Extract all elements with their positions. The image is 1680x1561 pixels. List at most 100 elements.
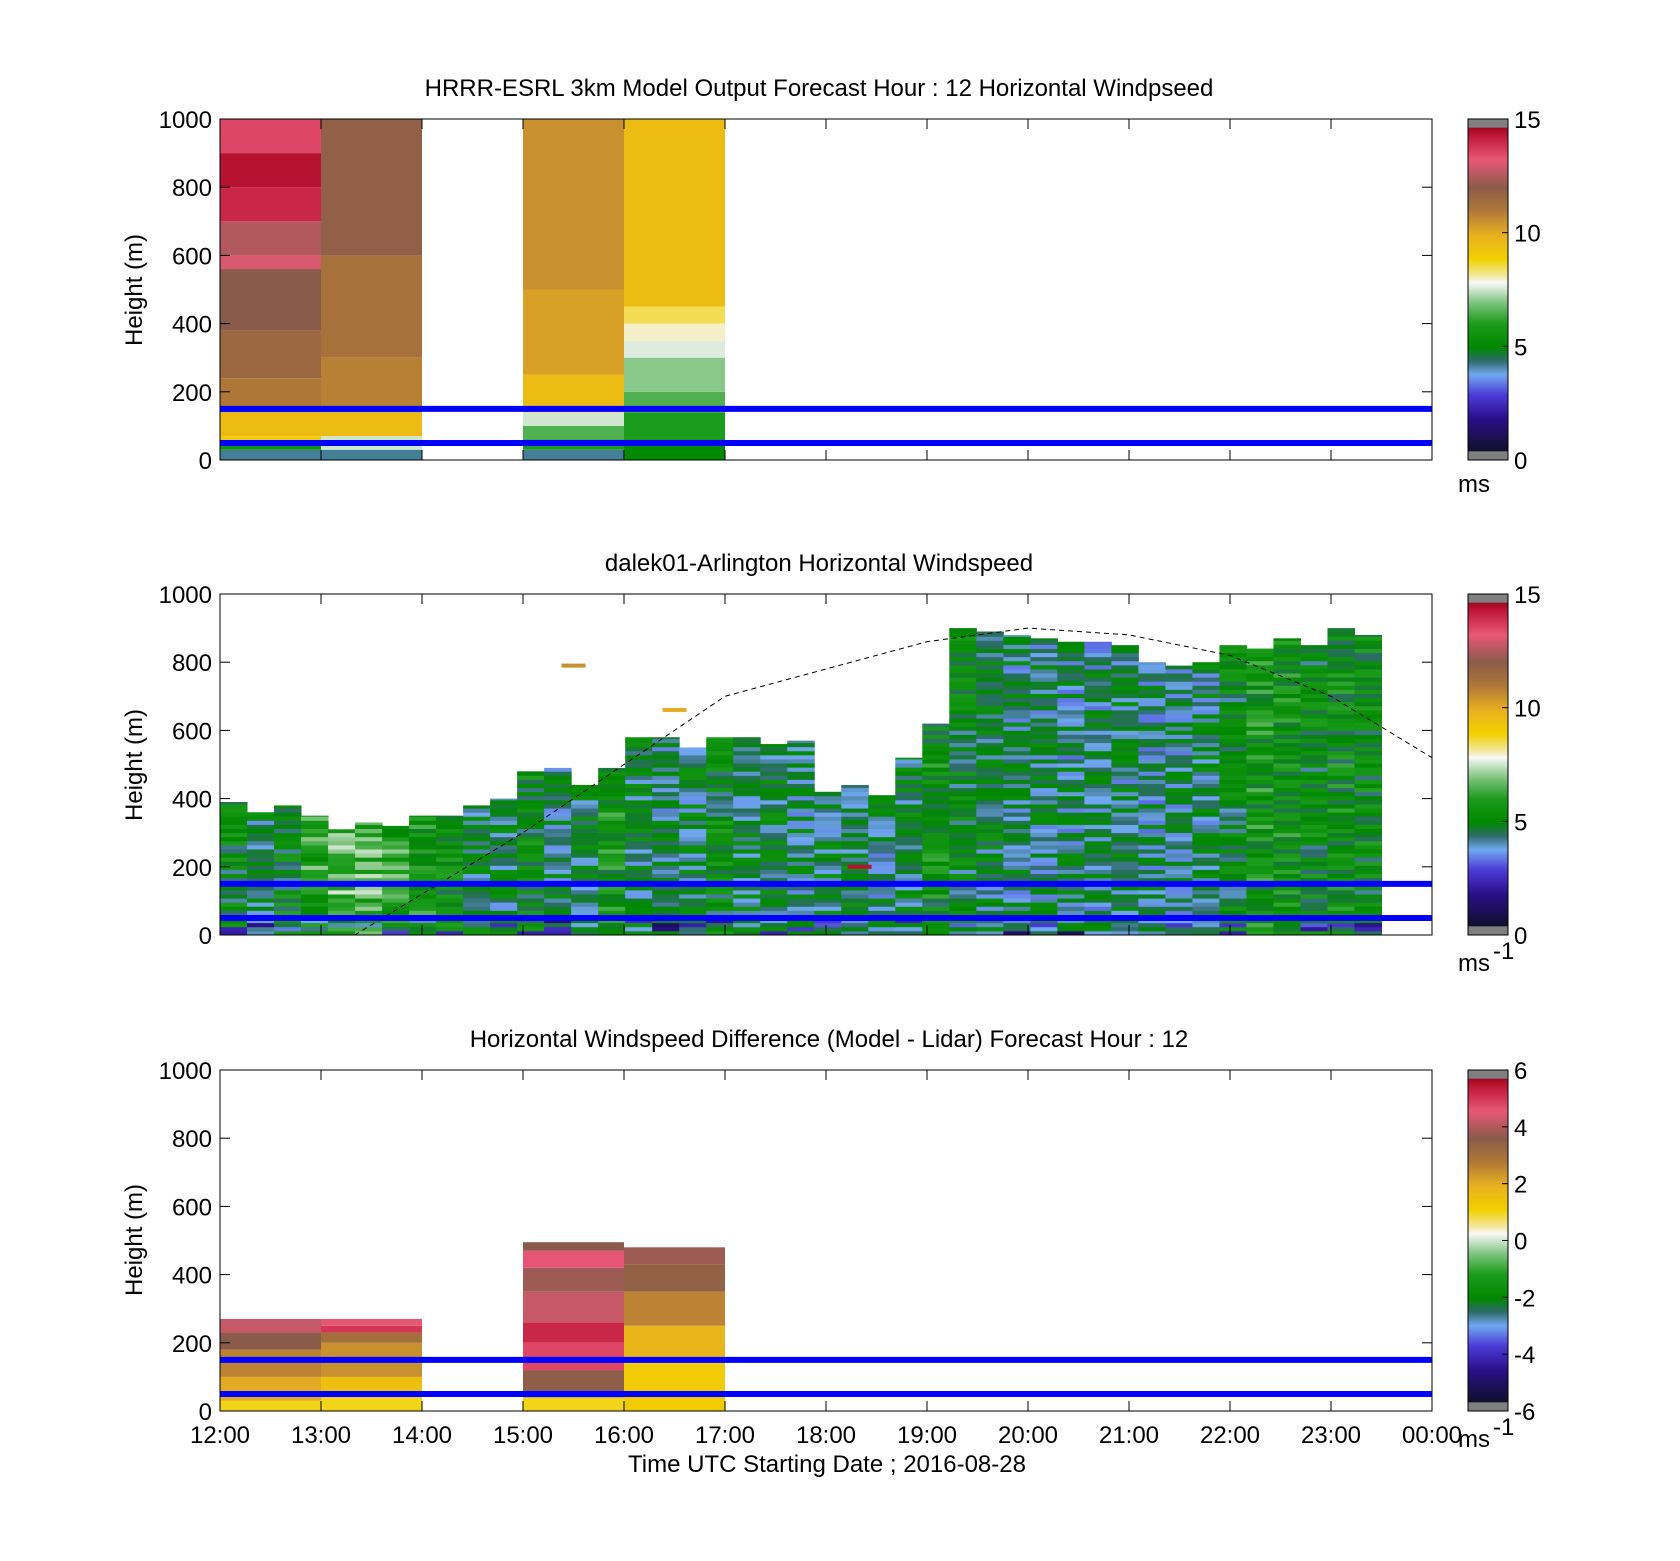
heatmap-cell	[1057, 873, 1085, 879]
heatmap-cell	[949, 779, 977, 784]
heatmap-cell	[436, 898, 464, 903]
heatmap-cell	[1354, 767, 1382, 772]
heatmap-cell	[1030, 638, 1058, 641]
heatmap-cell	[598, 836, 626, 842]
heatmap-cell	[733, 737, 761, 739]
heatmap-cell	[1273, 898, 1301, 903]
heatmap-cell	[1138, 898, 1166, 903]
heatmap-cell	[247, 889, 275, 895]
heatmap-cell	[787, 754, 815, 760]
heatmap-cell	[523, 1397, 624, 1411]
heatmap-cell	[760, 808, 788, 813]
heatmap-cell	[1165, 865, 1193, 870]
heatmap-cell	[544, 820, 572, 825]
heatmap-cell	[328, 853, 356, 858]
heatmap-cell	[1219, 701, 1247, 707]
heatmap-cell	[1354, 730, 1382, 735]
heatmap-cell	[571, 889, 599, 895]
heatmap-cell	[1246, 656, 1274, 662]
heatmap-cell	[1084, 759, 1112, 764]
heatmap-cell	[220, 840, 248, 846]
heatmap-cell	[1138, 902, 1166, 907]
heatmap-cell	[463, 805, 491, 809]
heatmap-cell	[1300, 709, 1328, 715]
heatmap-cell	[1084, 763, 1112, 768]
heatmap-cell	[1057, 804, 1085, 809]
heatmap-cell	[625, 877, 653, 883]
heatmap-cell	[652, 877, 680, 883]
heatmap-cell	[868, 885, 896, 891]
heatmap-cell	[1084, 648, 1112, 654]
heatmap-cell	[895, 828, 923, 834]
heatmap-cell	[571, 906, 599, 911]
heatmap-cell	[976, 648, 1004, 654]
heatmap-cell	[490, 926, 518, 932]
heatmap-cell	[1192, 840, 1220, 846]
heatmap-cell	[301, 926, 329, 932]
heatmap-cell	[841, 857, 869, 862]
heatmap-cell	[1327, 714, 1355, 719]
heatmap-cell	[1273, 701, 1301, 707]
heatmap-cell	[1111, 808, 1139, 813]
heatmap-cell	[301, 910, 329, 915]
heatmap-cell	[1327, 861, 1355, 866]
heatmap-cell	[733, 844, 761, 850]
heatmap-cell	[571, 885, 599, 891]
heatmap-cell	[1138, 726, 1166, 731]
heatmap-cell	[1165, 750, 1193, 756]
heatmap-cell	[1030, 902, 1058, 907]
heatmap-cell	[301, 877, 329, 883]
heatmap-cell	[976, 730, 1004, 735]
heatmap-cell	[1219, 685, 1247, 690]
heatmap-cell	[1354, 906, 1382, 911]
heatmap-cell	[949, 705, 977, 711]
heatmap-cell	[787, 791, 815, 797]
heatmap-cell	[1192, 730, 1220, 735]
heatmap-cell	[949, 718, 977, 723]
heatmap-cell	[976, 701, 1004, 707]
heatmap-cell	[523, 1242, 624, 1251]
heatmap-cell	[652, 750, 680, 756]
heatmap-cell	[1057, 693, 1085, 699]
heatmap-cell	[1057, 787, 1085, 793]
heatmap-cell	[1273, 681, 1301, 686]
heatmap-cell	[1165, 763, 1193, 768]
heatmap-cell	[1057, 779, 1085, 784]
heatmap-cell	[598, 898, 626, 903]
heatmap-cell	[301, 922, 329, 928]
heatmap-cell	[1354, 669, 1382, 674]
colorbar-unit: ms	[1458, 1426, 1490, 1453]
heatmap-cell	[1300, 898, 1328, 903]
heatmap-cell	[1030, 673, 1058, 678]
heatmap-cell	[949, 664, 977, 670]
heatmap-cell	[1246, 849, 1274, 854]
heatmap-cell	[544, 791, 572, 797]
heatmap-cell	[409, 816, 437, 821]
heatmap-cell	[517, 779, 545, 784]
heatmap-cell	[949, 922, 977, 928]
heatmap-cell	[544, 877, 572, 883]
heatmap-cell	[382, 889, 410, 895]
heatmap-cell	[1300, 906, 1328, 911]
heatmap-cell	[1354, 820, 1382, 825]
colorbar-tick-label: 0	[1514, 448, 1527, 475]
heatmap-cell	[1111, 898, 1139, 903]
heatmap-cell	[274, 926, 302, 932]
heatmap-cell	[949, 930, 977, 936]
heatmap-cell	[1354, 783, 1382, 789]
heatmap-cell	[760, 885, 788, 891]
heatmap-cell	[733, 824, 761, 830]
heatmap-cell	[976, 775, 1004, 780]
heatmap-cell	[706, 763, 734, 768]
heatmap-cell	[1138, 664, 1166, 670]
heatmap-cell	[1138, 877, 1166, 883]
heatmap-cell	[1192, 799, 1220, 805]
heatmap-cell	[895, 804, 923, 809]
heatmap-cell	[1246, 836, 1274, 842]
heatmap-cell	[517, 853, 545, 858]
heatmap-cell	[1327, 759, 1355, 764]
heatmap-cell	[1219, 771, 1247, 776]
heatmap-cell	[760, 857, 788, 862]
heatmap-cell	[1273, 685, 1301, 690]
heatmap-cell	[1273, 750, 1301, 756]
